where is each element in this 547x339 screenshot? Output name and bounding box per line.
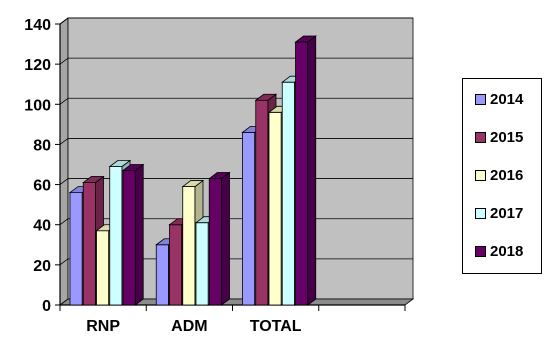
bar-front	[155, 244, 169, 306]
legend-label: 2018	[490, 242, 524, 260]
legend-label: 2014	[490, 90, 524, 108]
legend-swatch	[475, 169, 486, 181]
bar-front	[96, 230, 110, 306]
x-axis: RNP ADM TOTAL	[59, 304, 406, 335]
bar-front	[182, 186, 196, 306]
gridline-side	[59, 218, 69, 226]
legend-item: 2017	[475, 203, 523, 223]
bar-top	[181, 180, 205, 187]
y-tick-label: 120	[24, 57, 51, 74]
bars	[68, 35, 317, 306]
bar-front	[281, 81, 295, 306]
bar-front	[255, 99, 269, 306]
legend-item: 2016	[475, 165, 523, 185]
y-tick-label: 60	[33, 178, 51, 195]
legend-swatch	[475, 131, 486, 143]
gridline-side	[59, 17, 69, 25]
x-tick-label: ADM	[171, 318, 207, 335]
bar-front	[295, 41, 309, 306]
x-tick-label: TOTAL	[250, 318, 302, 335]
gridline-side	[59, 258, 69, 266]
bar	[121, 163, 145, 306]
gridline-side	[59, 57, 69, 65]
y-tick-label: 40	[33, 218, 51, 235]
y-axis: 0 20 40 60 80 100 120 140	[24, 17, 61, 315]
legend: 2014 2015 2016 2017 2018	[462, 78, 542, 274]
y-tick-label: 80	[33, 137, 51, 154]
bar-top	[208, 172, 231, 179]
bar-front	[122, 170, 136, 306]
legend-label: 2015	[490, 128, 524, 146]
legend-item: 2014	[475, 89, 523, 109]
bar-top	[108, 160, 132, 167]
bar-front	[69, 192, 83, 306]
bar-side	[307, 35, 317, 306]
bar-front	[82, 182, 96, 306]
gridline-side	[59, 138, 69, 145]
bar-top	[254, 93, 278, 101]
bar-top	[82, 176, 105, 183]
gridline-side	[59, 97, 69, 105]
y-tick-label: 140	[24, 17, 51, 34]
bar-front	[169, 224, 183, 306]
bar-front	[109, 166, 123, 306]
bar	[208, 171, 231, 306]
bar-front	[208, 178, 222, 306]
x-tick-label: RNP	[86, 318, 120, 335]
legend-swatch	[475, 207, 486, 219]
legend-label: 2016	[490, 166, 524, 184]
bar-top	[294, 35, 317, 43]
legend-swatch	[475, 93, 486, 105]
bar-side	[221, 171, 230, 306]
y-tick-label: 20	[33, 258, 51, 275]
bar	[294, 35, 317, 306]
y-tick-label: 100	[24, 97, 51, 114]
bar-front	[195, 222, 209, 306]
bar-top	[121, 164, 145, 171]
y-tick-label: 0	[42, 298, 51, 315]
gridline-side	[59, 178, 69, 185]
bar-front	[242, 131, 256, 306]
legend-item: 2018	[475, 241, 523, 261]
legend-swatch	[475, 245, 486, 257]
legend-label: 2017	[490, 204, 524, 222]
legend-item: 2015	[475, 127, 523, 147]
bar-front	[268, 111, 282, 306]
bar-side	[134, 163, 144, 306]
